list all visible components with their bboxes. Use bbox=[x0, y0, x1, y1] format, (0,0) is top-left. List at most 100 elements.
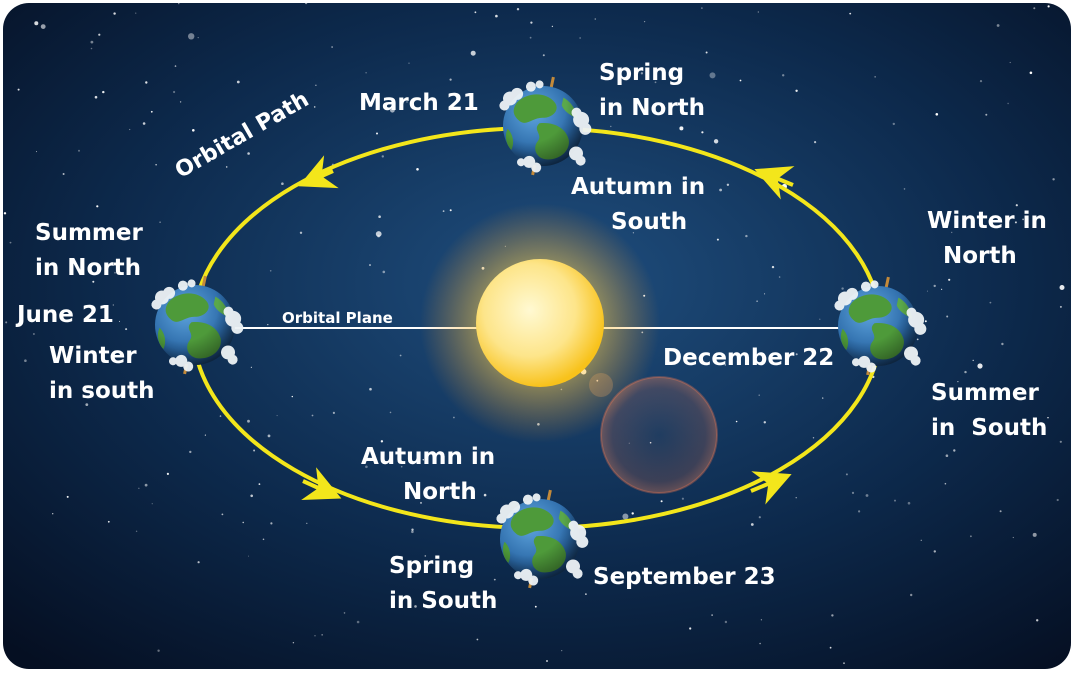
orbit-arrow-icon bbox=[301, 467, 342, 500]
star bbox=[138, 487, 140, 489]
star bbox=[267, 434, 271, 438]
star bbox=[94, 95, 98, 99]
september-north-season-line2: North bbox=[403, 479, 477, 505]
star bbox=[948, 278, 951, 281]
star bbox=[924, 320, 927, 323]
star bbox=[166, 472, 169, 475]
star bbox=[999, 510, 1002, 513]
star bbox=[157, 649, 160, 652]
june-north-season-line1: Summer bbox=[35, 220, 143, 246]
star bbox=[822, 397, 824, 399]
star bbox=[701, 131, 704, 134]
star bbox=[474, 11, 477, 14]
star bbox=[795, 353, 798, 356]
star bbox=[331, 46, 333, 48]
star bbox=[812, 437, 815, 439]
star bbox=[542, 54, 545, 57]
star bbox=[935, 113, 939, 116]
star bbox=[125, 328, 128, 331]
star bbox=[724, 364, 727, 366]
star bbox=[159, 221, 161, 223]
star bbox=[1029, 71, 1033, 75]
star bbox=[24, 359, 27, 363]
star bbox=[1047, 417, 1049, 419]
star bbox=[62, 173, 65, 175]
star bbox=[724, 620, 728, 624]
star bbox=[281, 182, 284, 185]
star bbox=[135, 12, 137, 14]
star bbox=[390, 107, 395, 113]
star bbox=[129, 128, 131, 131]
star bbox=[829, 646, 832, 649]
star bbox=[250, 366, 252, 368]
star bbox=[493, 578, 496, 581]
star bbox=[197, 37, 199, 39]
star bbox=[745, 234, 748, 238]
star bbox=[951, 231, 953, 234]
star bbox=[977, 363, 983, 369]
march-south-season-line1: Autumn in bbox=[571, 174, 706, 200]
star bbox=[66, 495, 69, 498]
star bbox=[365, 72, 367, 74]
star bbox=[262, 538, 265, 541]
star bbox=[640, 72, 644, 75]
star bbox=[757, 11, 759, 13]
star bbox=[114, 271, 116, 274]
star bbox=[399, 354, 402, 357]
star bbox=[5, 321, 8, 324]
star bbox=[380, 440, 384, 443]
star bbox=[192, 129, 195, 132]
star bbox=[713, 139, 719, 144]
star bbox=[1012, 536, 1014, 539]
star bbox=[795, 89, 798, 93]
star bbox=[716, 238, 719, 241]
star bbox=[1014, 221, 1017, 224]
star bbox=[242, 521, 244, 524]
star bbox=[819, 318, 821, 320]
december-south-season-line1: Summer bbox=[931, 380, 1039, 406]
star bbox=[247, 419, 250, 423]
star bbox=[763, 421, 766, 424]
march-north-season-line1: Spring bbox=[599, 60, 685, 86]
june-date-label: June 21 bbox=[17, 302, 114, 328]
star bbox=[941, 288, 943, 290]
star bbox=[610, 125, 612, 128]
orbit-arrow-icon bbox=[754, 166, 795, 200]
star bbox=[270, 522, 273, 525]
star bbox=[236, 80, 240, 84]
star bbox=[144, 483, 148, 487]
star bbox=[782, 74, 785, 77]
star bbox=[551, 25, 554, 28]
june-south-season-line2: in south bbox=[49, 378, 155, 404]
star bbox=[972, 359, 974, 362]
star bbox=[470, 50, 476, 56]
star bbox=[321, 634, 323, 636]
star bbox=[85, 403, 89, 406]
star bbox=[365, 465, 368, 469]
star bbox=[735, 420, 738, 423]
star bbox=[1032, 532, 1037, 537]
march-south-season-line2: South bbox=[611, 209, 688, 235]
star bbox=[933, 284, 936, 288]
star bbox=[248, 555, 249, 557]
star bbox=[225, 166, 228, 168]
star bbox=[112, 304, 114, 306]
star bbox=[685, 180, 687, 183]
star bbox=[841, 287, 844, 290]
star bbox=[151, 503, 153, 505]
star bbox=[52, 513, 54, 515]
star bbox=[644, 21, 646, 23]
december-south-season-line2: in South bbox=[931, 415, 1048, 441]
star bbox=[1009, 61, 1011, 64]
star bbox=[119, 320, 120, 322]
star bbox=[416, 168, 419, 171]
star bbox=[269, 270, 272, 272]
star bbox=[411, 530, 414, 534]
star bbox=[173, 90, 176, 94]
september-north-season-line1: Autumn in bbox=[361, 444, 496, 470]
star bbox=[406, 101, 408, 103]
star bbox=[449, 209, 452, 212]
star bbox=[989, 301, 992, 304]
june-north-season-line2: in North bbox=[35, 255, 142, 281]
star bbox=[709, 72, 716, 79]
